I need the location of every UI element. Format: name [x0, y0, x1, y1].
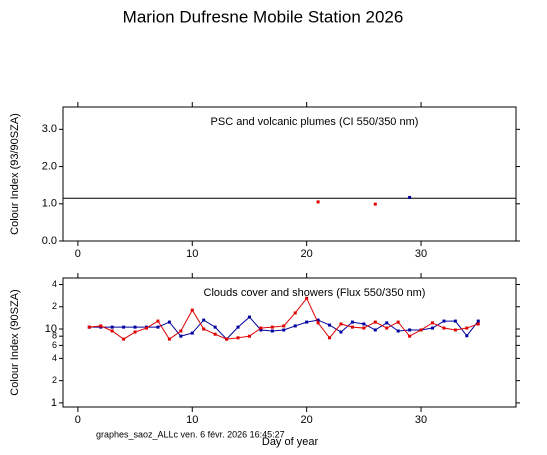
- point: [316, 318, 320, 322]
- plot-frame: [62, 106, 517, 242]
- point: [350, 320, 354, 324]
- footer: graphes_saoz_ALLc ven. 6 févr. 2026 16:4…: [96, 429, 285, 439]
- point: [87, 325, 91, 329]
- point: [259, 328, 263, 332]
- point: [305, 296, 309, 300]
- point: [270, 325, 274, 329]
- point: [328, 323, 332, 327]
- point: [442, 319, 446, 323]
- y-tick-label: 2: [52, 375, 57, 385]
- point: [110, 325, 114, 329]
- point: [213, 332, 217, 336]
- point: [408, 328, 412, 332]
- point: [293, 311, 297, 315]
- point: [362, 326, 366, 330]
- y-axis-label: Colour Index (93/90SZA): [9, 113, 21, 235]
- plot-frame: [62, 277, 517, 408]
- x-tick-label: 20: [301, 248, 313, 260]
- point: [282, 328, 286, 332]
- point: [213, 325, 217, 329]
- point: [385, 326, 389, 330]
- x-tick-label: 10: [186, 414, 198, 426]
- point: [476, 319, 480, 323]
- y-tick-label: 1.0: [42, 198, 57, 210]
- point: [453, 328, 457, 332]
- point: [476, 322, 480, 326]
- point: [179, 329, 183, 333]
- point: [408, 334, 412, 338]
- point: [282, 324, 286, 328]
- x-tick-label: 30: [415, 248, 427, 260]
- point: [396, 329, 400, 333]
- point: [430, 326, 434, 330]
- point: [190, 331, 194, 335]
- point: [339, 330, 343, 334]
- y-tick-label: 4: [52, 279, 57, 289]
- point: [316, 200, 320, 204]
- point: [442, 326, 446, 330]
- point: [373, 328, 377, 332]
- point: [179, 334, 183, 338]
- point: [362, 322, 366, 326]
- point: [247, 334, 251, 338]
- point: [236, 325, 240, 329]
- y-tick-label: 4: [52, 353, 57, 363]
- point: [167, 337, 171, 341]
- point: [156, 319, 160, 323]
- point: [167, 320, 171, 324]
- point: [373, 320, 377, 324]
- point: [145, 326, 149, 330]
- point: [190, 308, 194, 312]
- point: [293, 324, 297, 328]
- point: [225, 337, 229, 341]
- page-title: Marion Dufresne Mobile Station 2026: [123, 7, 404, 26]
- x-tick-label: 10: [186, 248, 198, 260]
- y-axis-label: Colour Index (90SZA): [9, 289, 21, 395]
- point: [328, 336, 332, 340]
- y-tick-label: 2.0: [42, 160, 57, 172]
- y-tick-label: 1: [51, 397, 57, 409]
- point: [453, 319, 457, 323]
- y-tick-label: 3.0: [42, 123, 57, 135]
- point: [430, 321, 434, 325]
- point: [419, 328, 423, 332]
- point: [465, 334, 469, 338]
- x-tick-label: 20: [301, 414, 313, 426]
- point: [133, 330, 137, 334]
- x-tick-label: 0: [75, 248, 81, 260]
- point: [99, 324, 103, 328]
- y-tick-label: 10: [45, 323, 57, 335]
- point: [373, 202, 377, 206]
- point: [465, 326, 469, 330]
- point: [133, 325, 137, 329]
- y-tick-label: 6: [52, 340, 57, 350]
- point: [236, 336, 240, 340]
- point: [202, 318, 206, 322]
- x-tick-label: 30: [415, 414, 427, 426]
- point: [122, 337, 126, 341]
- point: [396, 320, 400, 324]
- point: [156, 325, 160, 329]
- annotation: Clouds cover and showers (Flux 550/350 n…: [204, 287, 426, 299]
- point: [122, 325, 126, 329]
- x-axis-label: Day of year: [262, 436, 319, 448]
- point: [259, 326, 263, 330]
- point: [305, 320, 309, 324]
- point: [270, 329, 274, 333]
- y-tick-label: 2: [52, 301, 57, 311]
- point: [110, 329, 114, 333]
- annotation: PSC and volcanic plumes (CI 550/350 nm): [211, 116, 419, 128]
- point: [385, 321, 389, 325]
- y-tick-label: 8: [52, 331, 57, 341]
- point: [339, 322, 343, 326]
- point: [408, 195, 412, 199]
- point: [316, 321, 320, 325]
- point: [350, 325, 354, 329]
- y-tick-label: 0.0: [42, 235, 57, 247]
- point: [247, 315, 251, 319]
- point: [202, 327, 206, 331]
- x-tick-label: 0: [75, 414, 81, 426]
